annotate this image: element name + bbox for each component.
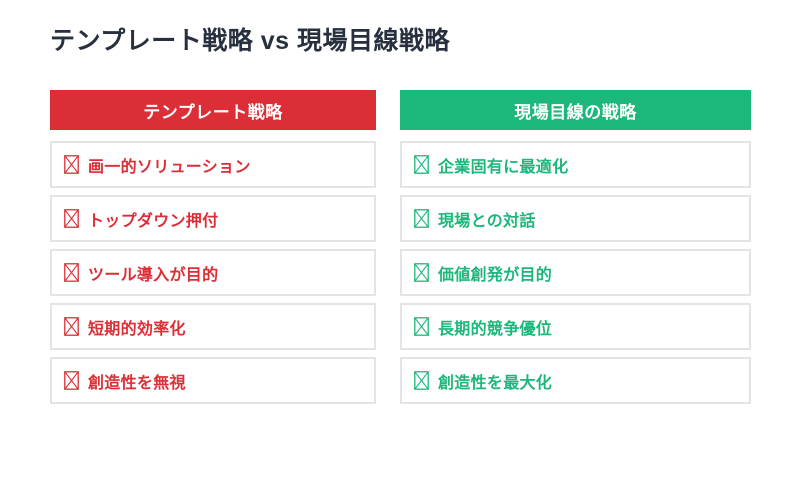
list-item: 短期的効率化 <box>50 303 376 350</box>
list-item: 企業固有に最適化 <box>400 141 751 188</box>
column-header-genba-strategy: 現場目線の戦略 <box>400 90 751 130</box>
list-item: 創造性を最大化 <box>400 357 751 404</box>
ballot-x-icon <box>414 371 429 390</box>
ballot-x-icon <box>64 317 79 336</box>
item-label: 創造性を無視 <box>88 374 186 392</box>
item-label: 現場との対話 <box>438 212 536 230</box>
comparison-columns: テンプレート戦略 画一的ソリューション トップダウン押付 ツール導入が目的 短期… <box>50 90 751 411</box>
item-label: 短期的効率化 <box>88 320 186 338</box>
list-item: 画一的ソリューション <box>50 141 376 188</box>
item-label: トップダウン押付 <box>88 212 219 230</box>
item-label: 企業固有に最適化 <box>438 158 569 176</box>
page-title: テンプレート戦略 vs 現場目線戦略 <box>50 27 450 55</box>
ballot-x-icon <box>414 209 429 228</box>
list-item: 価値創発が目的 <box>400 249 751 296</box>
item-label: 創造性を最大化 <box>438 374 553 392</box>
ballot-x-icon <box>64 371 79 390</box>
ballot-x-icon <box>64 209 79 228</box>
ballot-x-icon <box>414 317 429 336</box>
list-item: 長期的競争優位 <box>400 303 751 350</box>
list-item: 創造性を無視 <box>50 357 376 404</box>
column-header-template-strategy: テンプレート戦略 <box>50 90 376 130</box>
item-label: ツール導入が目的 <box>88 266 219 284</box>
list-item: ツール導入が目的 <box>50 249 376 296</box>
item-label: 価値創発が目的 <box>438 266 553 284</box>
column-genba-strategy: 現場目線の戦略 企業固有に最適化 現場との対話 価値創発が目的 長期的競争優位 … <box>400 90 751 411</box>
ballot-x-icon <box>414 155 429 174</box>
list-item: 現場との対話 <box>400 195 751 242</box>
ballot-x-icon <box>64 155 79 174</box>
column-template-strategy: テンプレート戦略 画一的ソリューション トップダウン押付 ツール導入が目的 短期… <box>50 90 376 411</box>
ballot-x-icon <box>64 263 79 282</box>
ballot-x-icon <box>414 263 429 282</box>
list-item: トップダウン押付 <box>50 195 376 242</box>
item-label: 画一的ソリューション <box>88 158 251 176</box>
item-label: 長期的競争優位 <box>438 320 553 338</box>
